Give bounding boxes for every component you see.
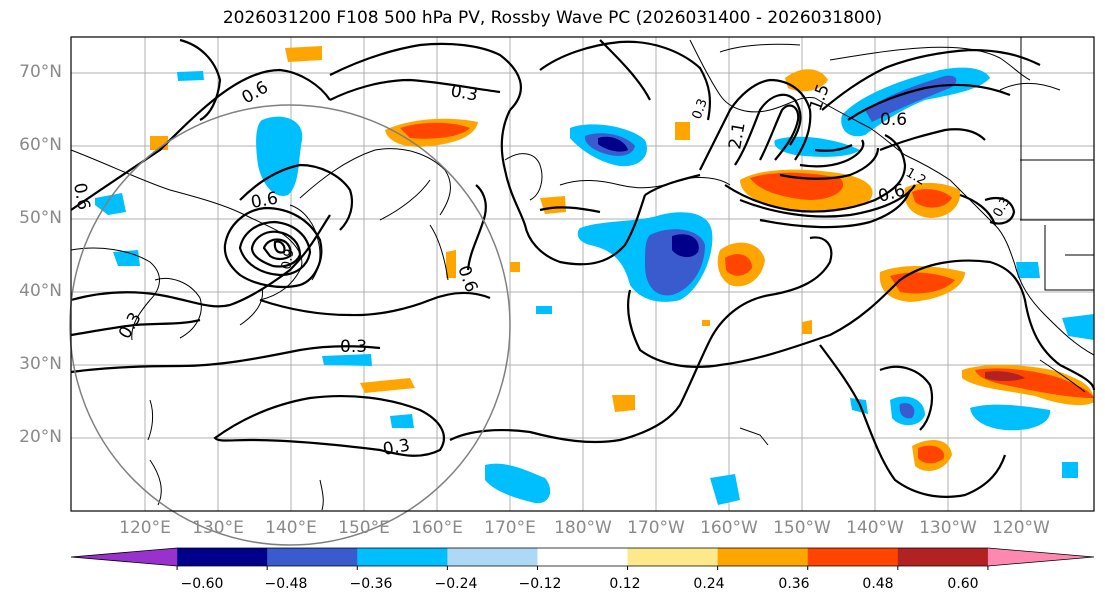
lon-label: 160°W	[700, 518, 758, 538]
lon-label: 120°E	[119, 518, 171, 538]
lon-label: 170°W	[627, 518, 685, 538]
colorbar-tick-label: −0.24	[434, 576, 478, 592]
lon-label: 130°W	[919, 518, 977, 538]
lat-label-60n: 60°N	[19, 135, 62, 155]
colorbar-tick-label: 0.24	[693, 576, 725, 592]
colorbar-tick-label: 0.12	[609, 576, 641, 592]
colorbar-tick-label: 0.60	[947, 576, 979, 592]
contour-label: 0.3	[690, 97, 711, 122]
lon-label: 140°W	[846, 518, 904, 538]
map-frame	[70, 36, 1095, 512]
colorbar-extend-low	[71, 548, 178, 566]
radius-circle	[69, 104, 511, 546]
colorbar-segment	[627, 548, 719, 566]
lon-label: 150°W	[773, 518, 831, 538]
colorbar-segment	[717, 548, 809, 566]
lon-label: 180°W	[554, 518, 612, 538]
contour-label: 0.3	[381, 436, 411, 460]
lon-label: 140°E	[265, 518, 317, 538]
colorbar-tick-label: 0.48	[862, 576, 894, 592]
contour-label: 0.6	[69, 181, 93, 211]
lat-label-70n: 70°N	[19, 62, 62, 82]
colorbar-segment	[267, 548, 358, 566]
lon-label: 160°E	[411, 518, 463, 538]
colorbar-tick-label: −0.48	[264, 576, 308, 592]
lon-label: 120°W	[992, 518, 1050, 538]
colorbar-segment	[357, 548, 448, 566]
contour-label: 0.3	[340, 337, 367, 357]
lon-label: 170°E	[484, 518, 536, 538]
contour-label: 0.6	[249, 189, 279, 213]
contour-label: 0.9	[279, 248, 297, 271]
colorbar-extend-high	[987, 548, 1094, 566]
lon-label: 130°E	[192, 518, 244, 538]
colorbar-segment	[537, 548, 629, 566]
colorbar-segment	[807, 548, 899, 566]
colorbar-tick-label: −0.12	[518, 576, 562, 592]
colorbar-segment	[177, 548, 268, 566]
coastlines	[70, 37, 1095, 511]
colorbar-segment	[897, 548, 989, 566]
lat-label-30n: 30°N	[19, 354, 62, 374]
lon-label: 150°E	[338, 518, 390, 538]
contour-label: 0.3	[449, 81, 479, 105]
colorbar-tick-label: −0.60	[180, 576, 224, 592]
colorbar-tick-label: −0.36	[349, 576, 393, 592]
contour-label: 0.6	[880, 110, 907, 130]
lat-label-20n: 20°N	[19, 427, 62, 447]
pv-contours	[70, 38, 1096, 498]
lat-label-50n: 50°N	[19, 208, 62, 228]
colorbar-segment	[447, 548, 538, 566]
neg-anomaly-japan-north	[256, 116, 303, 196]
lat-label-40n: 40°N	[19, 281, 62, 301]
contour-label: 2.1	[725, 121, 749, 151]
colorbar-tick-label: 0.36	[778, 576, 810, 592]
figure-title: 2026031200 F108 500 hPa PV, Rossby Wave …	[222, 8, 883, 28]
